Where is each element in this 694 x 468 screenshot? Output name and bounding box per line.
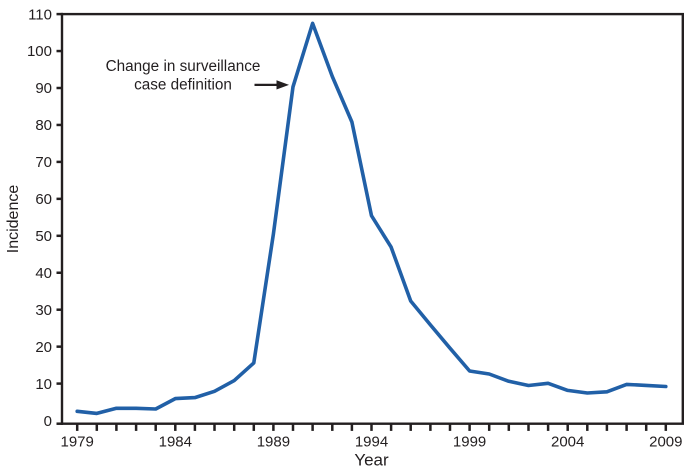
svg-text:90: 90: [35, 80, 52, 97]
svg-text:100: 100: [27, 43, 52, 60]
svg-text:2004: 2004: [551, 433, 584, 450]
svg-text:1979: 1979: [61, 433, 94, 450]
svg-text:10: 10: [35, 376, 52, 393]
svg-text:0: 0: [44, 413, 52, 430]
svg-text:30: 30: [35, 302, 52, 319]
svg-text:1989: 1989: [257, 433, 290, 450]
svg-text:Change in surveillance: Change in surveillance: [106, 58, 261, 75]
svg-text:60: 60: [35, 191, 52, 208]
svg-text:110: 110: [28, 6, 52, 23]
svg-text:80: 80: [35, 117, 52, 134]
svg-text:70: 70: [35, 154, 52, 171]
svg-text:50: 50: [35, 228, 52, 245]
svg-text:Incidence: Incidence: [5, 185, 22, 254]
svg-text:1984: 1984: [159, 433, 192, 450]
svg-text:case definition: case definition: [134, 76, 232, 93]
svg-text:Year: Year: [354, 450, 389, 468]
svg-text:20: 20: [35, 339, 52, 356]
svg-text:40: 40: [35, 265, 52, 282]
svg-text:1999: 1999: [453, 433, 486, 450]
svg-text:1994: 1994: [355, 433, 388, 450]
svg-text:2009: 2009: [649, 433, 682, 450]
